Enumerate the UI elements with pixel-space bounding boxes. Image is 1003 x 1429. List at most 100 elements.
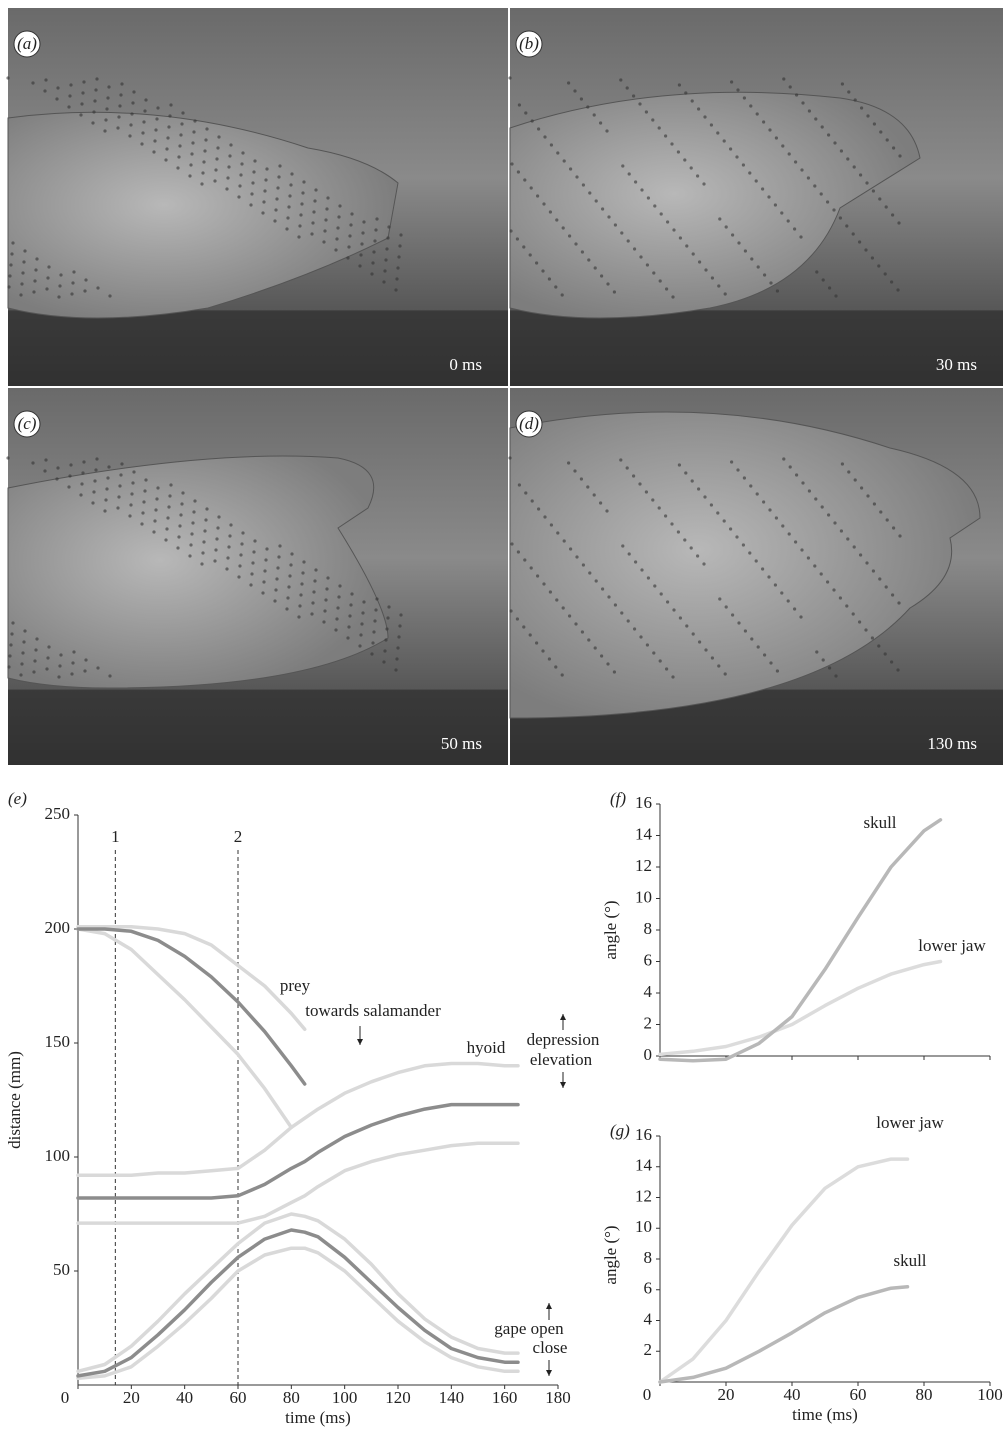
skin-spot (614, 603, 617, 606)
skin-spot (702, 562, 705, 565)
skin-spot (143, 109, 146, 112)
skin-spot (179, 513, 182, 516)
skin-spot (839, 596, 842, 599)
skin-spot (226, 556, 229, 559)
series-line (660, 1287, 908, 1382)
skin-spot (696, 554, 699, 557)
skin-spot (227, 545, 230, 548)
skin-spot (106, 96, 109, 99)
skin-spot (119, 473, 122, 476)
x-tick-label: 60 (230, 1388, 247, 1407)
skin-spot (859, 173, 862, 176)
skin-spot (96, 286, 99, 289)
skin-spot (815, 270, 818, 273)
skin-spot (651, 498, 654, 501)
skin-spot (262, 200, 265, 203)
skin-spot (588, 571, 591, 574)
skin-spot (822, 278, 825, 281)
skin-spot (750, 257, 753, 260)
skin-spot (697, 487, 700, 490)
event-marker-label: 1 (111, 827, 120, 846)
skin-spot (516, 617, 519, 620)
skin-spot (337, 595, 340, 598)
skin-spot (813, 184, 816, 187)
skin-spot (104, 498, 107, 501)
skin-spot (633, 247, 636, 250)
x-tick-label: 100 (977, 1385, 1003, 1404)
skin-spot (334, 248, 337, 251)
x-tick-label: 180 (545, 1388, 571, 1407)
skin-spot (795, 473, 798, 476)
skin-spot (866, 114, 869, 117)
skin-spot (116, 126, 119, 129)
skin-spot (47, 645, 50, 648)
skin-spot (118, 104, 121, 107)
skin-spot (878, 197, 881, 200)
skin-spot (530, 186, 533, 189)
skin-spot (6, 76, 9, 79)
skin-spot (276, 566, 279, 569)
skin-spot (372, 250, 375, 253)
skin-spot (866, 494, 869, 497)
skin-spot (619, 458, 622, 461)
skin-spot (191, 521, 194, 524)
skin-spot (787, 219, 790, 222)
skin-spot (587, 258, 590, 261)
skin-spot (70, 672, 73, 675)
skin-spot (677, 150, 680, 153)
skin-spot (79, 493, 82, 496)
skin-spot (660, 592, 663, 595)
skin-spot (864, 628, 867, 631)
skin-spot (891, 213, 894, 216)
tank-floor (8, 310, 508, 386)
skin-spot (690, 166, 693, 169)
skin-spot (892, 526, 895, 529)
skin-spot (595, 199, 598, 202)
skin-spot (670, 522, 673, 525)
skin-spot (19, 293, 22, 296)
skin-spot (46, 276, 49, 279)
time-label: 130 ms (927, 734, 977, 753)
skin-spot (762, 120, 765, 123)
skin-spot (847, 90, 850, 93)
skin-spot (33, 279, 36, 282)
skin-spot (742, 163, 745, 166)
skin-spot (775, 516, 778, 519)
skin-spot (735, 535, 738, 538)
skin-spot (671, 675, 674, 678)
skin-spot (621, 544, 624, 547)
skin-spot (250, 192, 253, 195)
skin-spot (193, 119, 196, 122)
skin-spot (201, 551, 204, 554)
skin-spot (140, 522, 143, 525)
skin-spot (382, 280, 385, 283)
skin-spot (600, 654, 603, 657)
skin-spot (285, 607, 288, 610)
skin-spot (322, 240, 325, 243)
photo-panel: (c)50 ms (6, 388, 508, 765)
skin-spot (69, 463, 72, 466)
skin-spot (555, 598, 558, 601)
skin-spot (227, 165, 230, 168)
skin-spot (323, 229, 326, 232)
skin-spot (335, 237, 338, 240)
skin-spot (153, 519, 156, 522)
x-tick-label: 40 (176, 1388, 193, 1407)
skin-spot (287, 585, 290, 588)
skin-spot (593, 113, 596, 116)
x-tick-label: 80 (916, 1385, 933, 1404)
skin-spot (192, 510, 195, 513)
skin-spot (852, 232, 855, 235)
skin-spot (537, 127, 540, 130)
skin-spot (890, 280, 893, 283)
skin-spot (311, 221, 314, 224)
skin-spot (555, 218, 558, 221)
skin-spot (129, 503, 132, 506)
skin-spot (516, 237, 519, 240)
skin-spot (84, 658, 87, 661)
event-marker-label: 2 (234, 827, 243, 846)
skin-spot (531, 119, 534, 122)
annotation: depression (527, 1030, 600, 1049)
skin-spot (361, 231, 364, 234)
skin-spot (841, 82, 844, 85)
